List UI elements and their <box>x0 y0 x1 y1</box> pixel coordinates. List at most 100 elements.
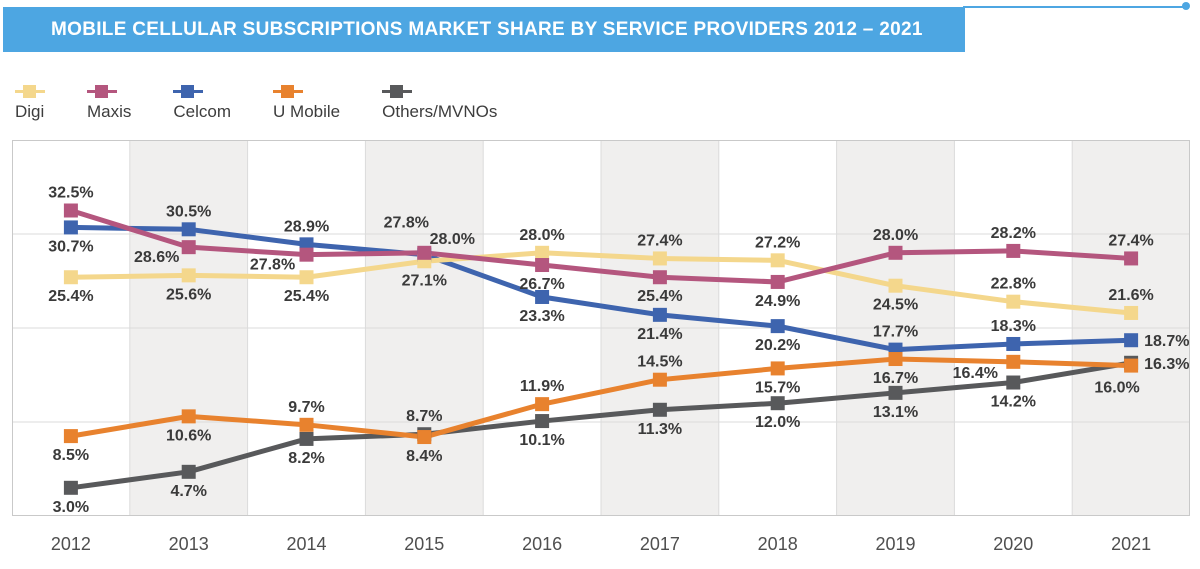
x-axis-label: 2020 <box>993 534 1033 554</box>
data-point-marker <box>181 464 196 479</box>
data-label: 28.9% <box>284 218 329 235</box>
data-point-marker <box>770 319 785 334</box>
data-point-marker <box>652 307 667 322</box>
legend-label-u-mobile: U Mobile <box>273 102 341 121</box>
banner-decor-dot <box>1182 2 1190 10</box>
series-labels-digi: 25.4% 25.6% 25.4% 27.1% 28.0% 27.4% 27.2% 24.5%… <box>48 227 1154 314</box>
legend-marker-icon <box>382 85 413 98</box>
x-axis-label: 2015 <box>404 534 444 554</box>
data-label: 27.4% <box>1108 232 1153 249</box>
data-label: 17.7% <box>873 324 918 341</box>
data-point-marker <box>652 402 667 417</box>
data-label: 10.6% <box>166 427 211 444</box>
legend-item-celcom: Celcom <box>173 84 231 122</box>
data-label: 28.6% <box>134 249 179 266</box>
data-label: 12.0% <box>755 414 800 431</box>
x-axis-label: 2014 <box>286 534 326 554</box>
title-banner-bar: MOBILE CELLULAR SUBSCRIPTIONS MARKET SHA… <box>3 7 965 52</box>
plot-border <box>12 140 1190 516</box>
data-point-marker <box>63 270 78 285</box>
data-point-marker <box>1124 305 1139 320</box>
data-point-marker <box>63 203 78 218</box>
data-label: 11.9% <box>520 378 564 395</box>
x-axis-label: 2019 <box>875 534 915 554</box>
legend-marker-icon <box>15 85 45 98</box>
data-label: 28.0% <box>430 231 475 248</box>
legend-label-maxis: Maxis <box>87 102 132 121</box>
data-point-marker <box>1124 333 1139 348</box>
data-label: 26.7% <box>519 276 564 293</box>
data-point-marker <box>1006 354 1021 369</box>
series-line-maxis <box>68 208 1134 285</box>
series-markers-digi <box>63 245 1139 320</box>
data-label: 25.6% <box>166 286 211 303</box>
data-point-marker <box>535 245 550 260</box>
data-point-marker <box>299 417 314 432</box>
page-title: MOBILE CELLULAR SUBSCRIPTIONS MARKET SHA… <box>51 18 923 40</box>
data-label: 16.3% <box>1144 356 1189 373</box>
data-point-marker <box>1006 336 1021 351</box>
x-axis-label: 2018 <box>758 534 798 554</box>
data-point-marker <box>888 278 903 293</box>
data-point-marker <box>535 258 550 273</box>
data-point-marker <box>417 430 432 445</box>
legend-item-others-mvnos: Others/MVNOs <box>382 84 497 122</box>
data-label: 18.7% <box>1144 333 1189 350</box>
data-point-marker <box>770 253 785 268</box>
data-point-marker <box>181 409 196 424</box>
data-label: 28.0% <box>873 227 918 244</box>
x-axis-label: 2017 <box>640 534 680 554</box>
data-label: 24.5% <box>873 297 918 314</box>
data-point-marker <box>888 352 903 367</box>
data-label: 15.7% <box>755 379 800 396</box>
legend-label-others-mvnos: Others/MVNOs <box>382 102 498 121</box>
data-point-marker <box>888 385 903 400</box>
data-label: 11.3% <box>638 421 682 438</box>
series-labels-u-mobile: 8.5% 10.6% 9.7% 8.4% 11.9% 14.5% 15.7% 16.7% 16.… <box>53 354 1140 465</box>
data-label: 27.1% <box>402 272 447 289</box>
chart-legend: Digi Maxis Celcom U Mobile Others/MVNOs <box>15 84 497 122</box>
data-point-marker <box>181 268 196 283</box>
series-line-celcom <box>68 224 1134 353</box>
legend-item-u-mobile: U Mobile <box>273 84 340 122</box>
data-label: 25.4% <box>284 288 329 305</box>
data-point-marker <box>535 414 550 429</box>
legend-marker-icon <box>173 85 204 98</box>
data-point-marker <box>181 222 196 237</box>
series-line-u-mobile <box>68 356 1134 440</box>
data-label: 24.9% <box>755 293 800 310</box>
data-point-marker <box>652 251 667 266</box>
data-label: 21.6% <box>1108 287 1153 304</box>
data-point-marker <box>888 245 903 260</box>
data-label: 21.4% <box>637 326 682 343</box>
data-label: 8.7% <box>406 408 442 425</box>
x-axis-label: 2021 <box>1111 534 1151 554</box>
data-point-marker <box>417 245 432 260</box>
data-point-marker <box>299 247 314 262</box>
data-point-marker <box>535 397 550 412</box>
data-point-marker <box>770 396 785 411</box>
data-label: 27.2% <box>755 234 800 251</box>
data-label: 30.5% <box>166 203 211 220</box>
data-label: 3.0% <box>53 499 89 516</box>
data-label: 16.7% <box>873 370 918 387</box>
x-axis-label: 2013 <box>169 534 209 554</box>
data-label: 22.8% <box>991 276 1036 293</box>
chart-svg: 30.7% 30.5% 28.9% 27.8% 23.3% 21.4% 20.2% 17.7%… <box>12 140 1190 554</box>
data-label: 28.0% <box>519 227 564 244</box>
data-label: 8.2% <box>288 450 324 467</box>
data-label: 27.8% <box>384 215 429 232</box>
data-label: 27.8% <box>250 257 295 274</box>
data-point-marker <box>535 289 550 304</box>
series-line-digi <box>68 250 1134 316</box>
gridlines <box>12 140 1190 516</box>
series-line-others-mvnos <box>68 360 1134 491</box>
legend-item-maxis: Maxis <box>87 84 131 122</box>
data-point-marker <box>63 220 78 235</box>
data-label: 9.7% <box>288 399 324 416</box>
data-point-marker <box>1006 294 1021 309</box>
data-point-marker <box>63 480 78 495</box>
legend-label-digi: Digi <box>15 102 45 121</box>
data-label: 8.5% <box>53 447 89 464</box>
